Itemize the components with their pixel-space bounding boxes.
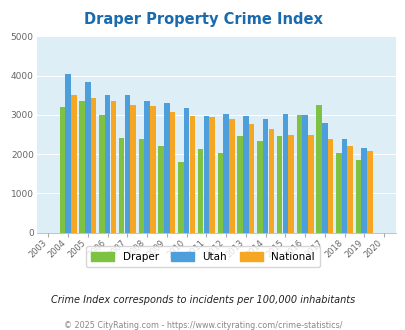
Bar	[256, 141, 262, 233]
Bar	[178, 162, 183, 233]
Text: © 2025 CityRating.com - https://www.cityrating.com/crime-statistics/: © 2025 CityRating.com - https://www.city…	[64, 321, 341, 330]
Bar	[60, 107, 65, 233]
Bar	[110, 102, 116, 233]
Bar	[327, 139, 333, 233]
Text: Crime Index corresponds to incidents per 100,000 inhabitants: Crime Index corresponds to incidents per…	[51, 295, 354, 305]
Bar	[360, 148, 366, 233]
Bar	[119, 138, 124, 233]
Bar	[282, 115, 287, 233]
Bar	[228, 119, 234, 233]
Bar	[91, 98, 96, 233]
Text: Draper Property Crime Index: Draper Property Crime Index	[83, 12, 322, 26]
Bar	[223, 115, 228, 233]
Bar	[99, 115, 104, 233]
Bar	[268, 129, 273, 233]
Bar	[355, 160, 360, 233]
Bar	[237, 136, 242, 233]
Bar	[183, 108, 189, 233]
Bar	[169, 113, 175, 233]
Bar	[203, 115, 209, 233]
Bar	[243, 115, 248, 233]
Bar	[341, 139, 346, 233]
Bar	[197, 149, 203, 233]
Bar	[150, 106, 155, 233]
Bar	[288, 135, 293, 233]
Bar	[71, 95, 77, 233]
Bar	[248, 124, 254, 233]
Bar	[217, 153, 223, 233]
Bar	[296, 115, 301, 233]
Bar	[164, 103, 169, 233]
Bar	[321, 123, 327, 233]
Bar	[104, 95, 110, 233]
Bar	[79, 101, 85, 233]
Bar	[347, 146, 352, 233]
Legend: Draper, Utah, National: Draper, Utah, National	[86, 247, 319, 267]
Bar	[65, 74, 71, 233]
Bar	[144, 101, 149, 233]
Bar	[307, 135, 313, 233]
Bar	[124, 95, 130, 233]
Bar	[209, 117, 214, 233]
Bar	[138, 139, 144, 233]
Bar	[302, 115, 307, 233]
Bar	[262, 119, 268, 233]
Bar	[158, 146, 164, 233]
Bar	[189, 116, 194, 233]
Bar	[315, 105, 321, 233]
Bar	[335, 152, 341, 233]
Bar	[130, 105, 136, 233]
Bar	[85, 82, 90, 233]
Bar	[366, 150, 372, 233]
Bar	[276, 136, 281, 233]
